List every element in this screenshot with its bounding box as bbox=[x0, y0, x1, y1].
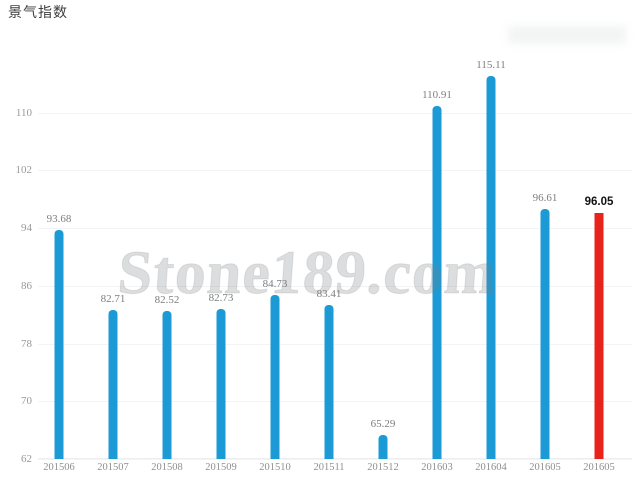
plot-area: 93.68 82.71 82.52 82.73 84.73 83.41 65.29 110.9… bbox=[38, 55, 632, 460]
bar[interactable] bbox=[324, 304, 334, 459]
bar[interactable] bbox=[270, 295, 280, 459]
bar[interactable] bbox=[378, 435, 388, 459]
bar-value-label: 82.73 bbox=[208, 292, 234, 305]
grid-line bbox=[38, 285, 632, 287]
axis-baseline bbox=[38, 458, 632, 459]
grid-line bbox=[38, 228, 632, 230]
x-axis-tick-label: 201605 bbox=[529, 462, 561, 473]
y-axis-tick-label: 70 bbox=[21, 395, 32, 408]
blurred-watermark-patch bbox=[508, 26, 626, 44]
y-axis-tick-label: 102 bbox=[15, 164, 33, 177]
bar[interactable] bbox=[486, 75, 496, 459]
bar[interactable] bbox=[594, 213, 604, 459]
bar[interactable] bbox=[54, 230, 64, 459]
x-axis-tick-label: 201512 bbox=[367, 462, 399, 473]
bar-value-label: 82.71 bbox=[100, 292, 126, 305]
y-axis-tick-label: 110 bbox=[15, 106, 32, 119]
y-axis-tick-label: 86 bbox=[21, 279, 32, 292]
chart-title: 景气指数 bbox=[8, 5, 68, 21]
x-axis-tick-label: 201507 bbox=[97, 462, 129, 473]
bar-value-label: 93.68 bbox=[46, 213, 72, 226]
bar[interactable] bbox=[216, 309, 226, 459]
bar-value-label: 84.73 bbox=[262, 278, 288, 291]
x-axis-tick-label: 201510 bbox=[259, 462, 291, 473]
bar[interactable] bbox=[540, 209, 550, 459]
grid-line bbox=[38, 459, 632, 460]
bar-value-label: 83.41 bbox=[316, 287, 342, 300]
bar-value-label: 65.29 bbox=[370, 418, 396, 431]
bar-value-label: 96.05 bbox=[584, 196, 614, 209]
bar-value-label: 82.52 bbox=[154, 293, 180, 306]
x-axis-tick-label: 201511 bbox=[313, 462, 345, 473]
grid-line bbox=[38, 170, 632, 172]
bar[interactable] bbox=[162, 310, 172, 459]
y-axis-tick-label: 78 bbox=[21, 337, 32, 350]
x-axis: 201506 201507 201508 201509 201510 201511 2015… bbox=[38, 462, 632, 482]
x-axis-tick-label: 201605 bbox=[583, 462, 615, 473]
grid-line bbox=[38, 343, 632, 345]
grid-line bbox=[38, 112, 632, 114]
x-axis-tick-label: 201508 bbox=[151, 462, 183, 473]
x-axis-tick-label: 201603 bbox=[421, 462, 453, 473]
bar[interactable] bbox=[108, 309, 118, 459]
y-axis-tick-label: 94 bbox=[21, 222, 32, 235]
x-axis-tick-label: 201509 bbox=[205, 462, 237, 473]
bar-value-label: 110.91 bbox=[422, 89, 452, 102]
y-axis: 110 102 94 86 78 70 62 bbox=[0, 55, 34, 465]
bar-value-label: 96.61 bbox=[532, 192, 558, 205]
grid-line bbox=[38, 401, 632, 403]
y-axis-tick-label: 62 bbox=[21, 453, 32, 465]
x-axis-tick-label: 201604 bbox=[475, 462, 507, 473]
bar[interactable] bbox=[432, 106, 442, 459]
bar-value-label: 115.11 bbox=[476, 58, 506, 71]
x-axis-tick-label: 201506 bbox=[43, 462, 75, 473]
